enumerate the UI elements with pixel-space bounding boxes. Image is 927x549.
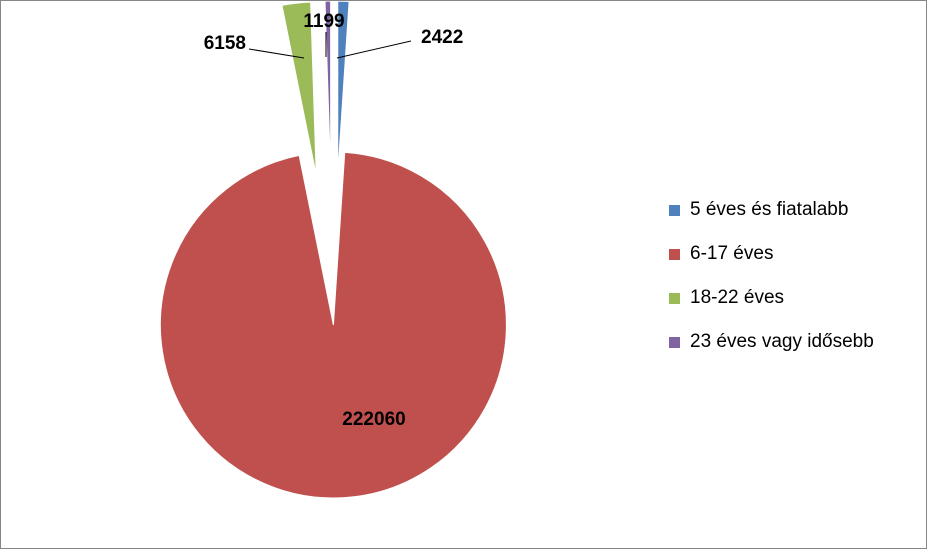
legend-swatch (669, 293, 680, 304)
leader-line (336, 40, 412, 59)
legend-swatch (669, 337, 680, 348)
pie-slice (337, 1, 350, 175)
legend-label: 23 éves vagy idősebb (690, 331, 874, 352)
legend-item-18-22-eves: 18-22 éves (669, 287, 874, 331)
legend-label: 5 éves és fiatalabb (690, 199, 849, 220)
data-label: 6158 (204, 33, 246, 54)
leader-lines (248, 32, 412, 59)
data-label: 1199 (303, 11, 344, 32)
legend-label: 6-17 éves (690, 243, 774, 264)
pie-slice (159, 151, 507, 499)
legend-item-6-17-eves: 6-17 éves (669, 243, 874, 287)
data-label: 2422 (421, 27, 463, 48)
data-label: 222060 (342, 409, 405, 430)
legend-swatch (669, 205, 680, 216)
legend-label: 18-22 éves (690, 287, 785, 308)
pie-slices (159, 1, 507, 499)
legend-item-5-eves: 5 éves és fiatalabb (669, 199, 874, 243)
pie-slice (281, 1, 317, 176)
legend: 5 éves és fiatalabb 6-17 éves 18-22 éves… (669, 199, 874, 375)
legend-item-23-eves: 23 éves vagy idősebb (669, 331, 874, 375)
data-labels: 2422 222060 6158 1199 (204, 11, 464, 430)
leader-line (248, 48, 305, 59)
legend-swatch (669, 249, 680, 260)
